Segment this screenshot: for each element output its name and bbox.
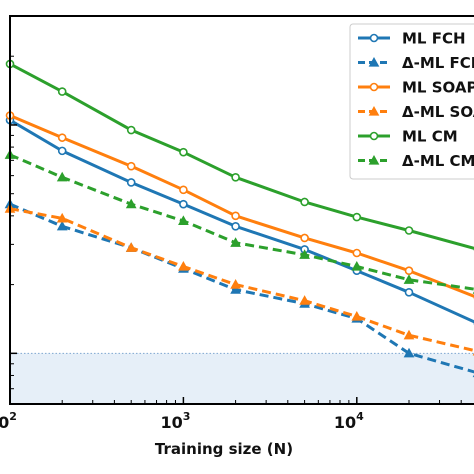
data-point — [230, 284, 241, 294]
data-point — [179, 185, 188, 195]
threshold-shade — [10, 353, 474, 404]
data-point — [403, 329, 415, 340]
x-axis-label: Training size (N) — [155, 440, 293, 458]
legend-entry: Δ-ML FCH — [358, 54, 474, 72]
data-point — [352, 212, 362, 222]
data-point — [300, 197, 309, 207]
x-tick-base: 10 — [334, 413, 356, 432]
data-point — [300, 233, 309, 243]
legend-marker — [368, 154, 380, 165]
data-point — [57, 87, 67, 96]
legend-entry: ML CM — [358, 128, 458, 146]
tick-layer: 102103104 — [0, 15, 462, 432]
threshold-region — [10, 352, 474, 404]
x-tick-exponent: 2 — [9, 410, 17, 423]
legend-label: Δ-ML FCH — [402, 54, 474, 72]
data-point — [179, 199, 188, 209]
series-4 — [5, 59, 474, 252]
legend-marker — [369, 82, 379, 92]
data-point — [57, 146, 67, 156]
x-tick-label: 103 — [160, 410, 190, 432]
data-point — [57, 133, 67, 142]
data-point — [125, 198, 137, 209]
legend-entry: Δ-ML SOAP — [358, 103, 474, 121]
legend-marker — [368, 56, 380, 67]
data-point — [403, 274, 415, 284]
data-point — [231, 221, 240, 231]
data-point — [56, 220, 68, 231]
data-point — [56, 171, 68, 182]
legend-label: ML CM — [402, 128, 458, 146]
legend-entry: ML FCH — [358, 30, 466, 48]
data-point — [230, 237, 241, 247]
data-point — [231, 211, 240, 221]
data-point — [125, 242, 137, 252]
x-tick-base: 10 — [160, 413, 182, 432]
x-tick-exponent: 4 — [356, 410, 364, 423]
x-tick-base: 10 — [0, 413, 9, 432]
legend-marker — [368, 105, 380, 116]
legend-marker — [369, 131, 379, 141]
plot-frame — [9, 15, 474, 405]
legend-label: Δ-ML SOAP — [402, 103, 474, 121]
data-point — [403, 347, 415, 358]
data-point — [231, 172, 240, 182]
data-point — [230, 279, 241, 289]
data-point — [404, 288, 414, 297]
legend-entries: ML FCH Δ-ML FCH ML SOAP Δ-ML SOAP ML CM Δ-ML … — [358, 30, 474, 170]
data-point — [178, 260, 189, 271]
legend-label: Δ-ML CM — [402, 152, 474, 170]
series-0 — [5, 115, 474, 326]
x-tick-label: 104 — [334, 410, 364, 432]
data-point — [126, 161, 136, 171]
data-point — [404, 226, 414, 235]
data-point — [404, 266, 414, 276]
legend-marker — [369, 33, 379, 43]
legend-entry: Δ-ML CM — [358, 152, 474, 170]
legend-entry: ML SOAP — [358, 79, 474, 97]
data-point — [126, 178, 136, 187]
series-layer — [4, 59, 474, 378]
data-point — [178, 215, 189, 226]
x-tick-label: 102 — [0, 410, 17, 432]
legend: ML FCH Δ-ML FCH ML SOAP Δ-ML SOAP ML CM Δ-ML … — [349, 23, 474, 180]
data-point — [299, 295, 310, 305]
legend-label: ML FCH — [402, 30, 466, 48]
data-point — [352, 248, 362, 258]
legend-label: ML SOAP — [402, 79, 474, 97]
data-point — [351, 310, 363, 321]
data-point — [56, 212, 68, 223]
data-point — [299, 249, 310, 259]
data-point — [126, 125, 136, 135]
data-point — [351, 260, 363, 271]
data-point — [179, 147, 188, 157]
x-tick-exponent: 3 — [183, 410, 191, 423]
